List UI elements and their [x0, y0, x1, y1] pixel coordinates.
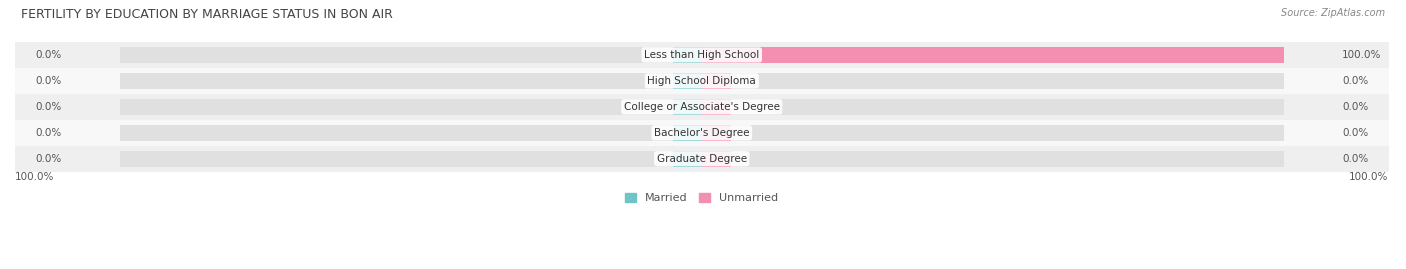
Bar	[702, 99, 731, 115]
Bar	[702, 151, 731, 167]
Bar	[15, 120, 1389, 146]
Bar	[702, 47, 1284, 63]
Text: 0.0%: 0.0%	[35, 154, 62, 164]
Bar	[672, 125, 702, 141]
Text: Source: ZipAtlas.com: Source: ZipAtlas.com	[1281, 8, 1385, 18]
Text: 100.0%: 100.0%	[1350, 172, 1389, 182]
Bar	[672, 73, 702, 89]
Text: 100.0%: 100.0%	[1341, 50, 1381, 60]
Text: Graduate Degree: Graduate Degree	[657, 154, 747, 164]
Bar	[672, 47, 702, 63]
Bar	[672, 99, 702, 115]
Text: FERTILITY BY EDUCATION BY MARRIAGE STATUS IN BON AIR: FERTILITY BY EDUCATION BY MARRIAGE STATU…	[21, 8, 392, 21]
Bar	[702, 99, 1284, 115]
Bar	[702, 47, 1284, 63]
Bar	[702, 73, 1284, 89]
Bar	[120, 151, 702, 167]
Text: 0.0%: 0.0%	[35, 128, 62, 138]
Text: 0.0%: 0.0%	[1341, 102, 1368, 112]
Bar	[702, 73, 731, 89]
Text: 0.0%: 0.0%	[1341, 76, 1368, 86]
Bar	[672, 151, 702, 167]
Text: College or Associate's Degree: College or Associate's Degree	[624, 102, 780, 112]
Text: 0.0%: 0.0%	[1341, 128, 1368, 138]
Bar	[702, 125, 731, 141]
Text: Bachelor's Degree: Bachelor's Degree	[654, 128, 749, 138]
Bar	[120, 47, 702, 63]
Bar	[15, 68, 1389, 94]
Bar	[702, 125, 1284, 141]
Text: 100.0%: 100.0%	[15, 172, 55, 182]
Legend: Married, Unmarried: Married, Unmarried	[621, 188, 783, 208]
Text: 0.0%: 0.0%	[35, 76, 62, 86]
Text: 0.0%: 0.0%	[35, 50, 62, 60]
Text: 0.0%: 0.0%	[35, 102, 62, 112]
Bar	[15, 42, 1389, 68]
Bar	[702, 151, 1284, 167]
Bar	[120, 99, 702, 115]
Text: Less than High School: Less than High School	[644, 50, 759, 60]
Bar	[15, 146, 1389, 172]
Bar	[15, 94, 1389, 120]
Text: High School Diploma: High School Diploma	[647, 76, 756, 86]
Text: 0.0%: 0.0%	[1341, 154, 1368, 164]
Bar	[120, 125, 702, 141]
Bar	[120, 73, 702, 89]
